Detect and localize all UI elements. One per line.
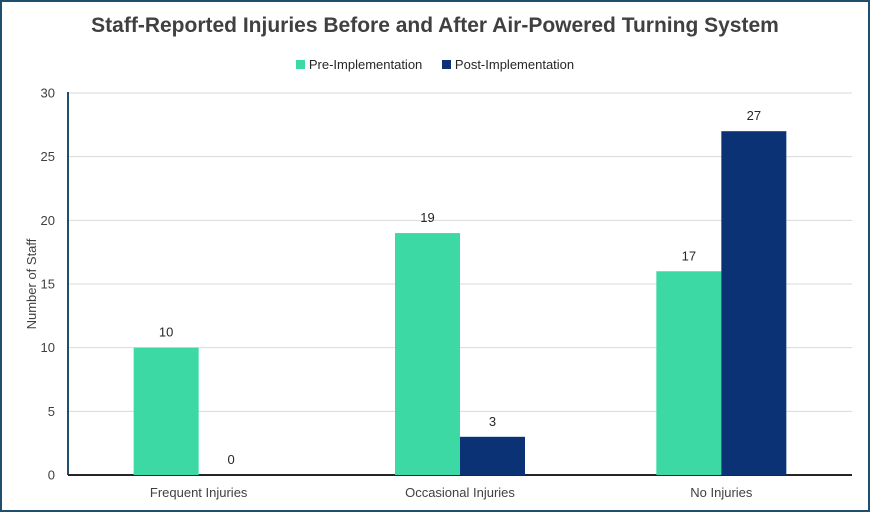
bar-pre — [395, 233, 460, 475]
x-tick-label: Frequent Injuries — [150, 485, 248, 500]
legend-label-pre: Pre-Implementation — [308, 57, 423, 72]
legend-item-pre: Pre-Implementation — [295, 57, 423, 72]
data-label: 3 — [489, 414, 496, 429]
legend-label-post: Post-Implementation — [454, 57, 575, 72]
data-label: 17 — [682, 248, 696, 263]
bar-post — [721, 131, 787, 475]
legend-item-post: Post-Implementation — [441, 57, 575, 72]
y-tick-label: 20 — [41, 213, 55, 228]
legend-swatch-pre — [295, 60, 305, 69]
y-tick-label: 15 — [41, 277, 55, 292]
data-label: 10 — [159, 325, 173, 340]
bar-pre — [656, 271, 722, 475]
bar-pre — [133, 347, 199, 475]
x-tick-label: No Injuries — [690, 485, 753, 500]
y-tick-label: 0 — [48, 468, 55, 483]
y-tick-label: 10 — [41, 340, 55, 355]
chart-legend: Pre-Implementation Post-Implementation — [2, 57, 868, 72]
data-label: 19 — [420, 210, 434, 225]
y-tick-label: 25 — [41, 149, 55, 164]
data-label: 0 — [228, 452, 235, 467]
x-tick-label: Occasional Injuries — [405, 485, 515, 500]
legend-swatch-post — [441, 60, 451, 69]
y-axis-title: Number of Staff — [24, 238, 39, 329]
bar-post — [460, 436, 525, 475]
data-label: 27 — [747, 108, 761, 123]
y-tick-label: 30 — [41, 86, 55, 101]
y-tick-label: 5 — [48, 404, 55, 419]
chart-title: Staff-Reported Injuries Before and After… — [91, 14, 779, 37]
